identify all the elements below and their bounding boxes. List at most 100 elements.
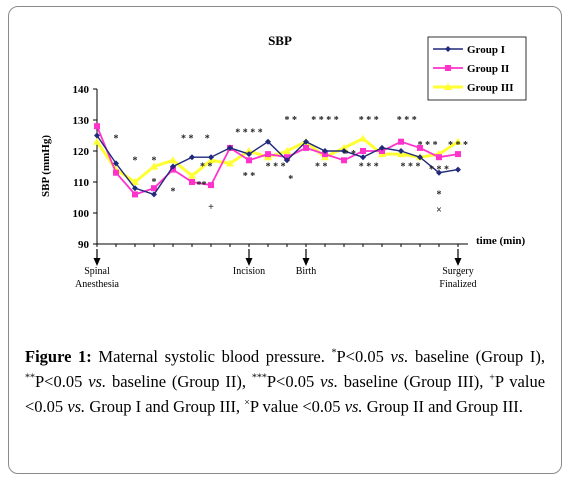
chart-title: SBP bbox=[268, 33, 292, 48]
data-point bbox=[284, 154, 290, 161]
caption-vs: vs. bbox=[344, 397, 363, 416]
data-point bbox=[455, 151, 461, 158]
data-point bbox=[132, 185, 138, 192]
significance-mark: + bbox=[208, 202, 214, 213]
data-point bbox=[445, 46, 451, 52]
caption-text: Group II and Group III. bbox=[362, 397, 523, 416]
data-point bbox=[322, 148, 328, 154]
data-point bbox=[341, 148, 347, 154]
caption-sup: × bbox=[244, 397, 250, 409]
significance-mark: * * * bbox=[448, 140, 468, 151]
caption-vs: vs. bbox=[320, 372, 338, 391]
data-point bbox=[208, 154, 214, 161]
series-line bbox=[96, 135, 459, 196]
event-label: Birth bbox=[296, 266, 317, 277]
significance-mark: * bbox=[152, 155, 157, 166]
data-point bbox=[360, 148, 366, 154]
chart-legend: Group I Group II Group III bbox=[427, 36, 527, 101]
data-point bbox=[113, 169, 119, 176]
event-arrow-head bbox=[302, 258, 310, 266]
significance-mark: * bbox=[133, 155, 138, 166]
significance-mark: * bbox=[114, 134, 119, 145]
caption-text: Group I and Group III, bbox=[85, 397, 245, 416]
legend-label: Group II bbox=[467, 63, 509, 75]
data-point bbox=[454, 137, 462, 145]
caption-text: P value <0.05 bbox=[249, 397, 345, 416]
significance-mark: * * * bbox=[266, 162, 286, 173]
data-point bbox=[444, 83, 452, 90]
event-label: Anesthesia bbox=[75, 279, 119, 290]
caption-text: P<0.05 bbox=[35, 372, 89, 391]
event-label: Surgery bbox=[442, 266, 473, 277]
data-point bbox=[359, 134, 367, 142]
figure-caption: Figure 1: Maternal systolic blood pressu… bbox=[25, 344, 545, 419]
series-line bbox=[96, 125, 459, 196]
significance-mark: * bbox=[437, 189, 442, 200]
sbp-line-chart: SBP 90 100 110 120 130 140 SBP (mmHg) time (min)… bbox=[40, 33, 527, 290]
significance-mark: * * * bbox=[359, 115, 379, 126]
significance-mark: * * * * bbox=[311, 115, 339, 126]
data-point bbox=[303, 144, 309, 151]
significance-mark: * * bbox=[243, 171, 256, 182]
data-point bbox=[169, 156, 177, 164]
significance-mark: × bbox=[436, 205, 442, 216]
significance-mark: ** bbox=[197, 180, 207, 191]
legend-label: Group III bbox=[467, 82, 514, 94]
significance-mark: * bbox=[171, 186, 176, 197]
significance-mark: * * * bbox=[359, 162, 379, 173]
significance-mark: * bbox=[205, 134, 210, 145]
data-point bbox=[436, 169, 442, 176]
data-point bbox=[340, 143, 348, 151]
data-point bbox=[188, 171, 196, 179]
series-group-iii bbox=[93, 134, 462, 185]
event-arrow-head bbox=[454, 258, 462, 266]
data-point bbox=[398, 138, 404, 145]
y-tick-label: 120 bbox=[73, 146, 90, 158]
y-tick-label: 130 bbox=[73, 115, 90, 127]
significance-mark: * * bbox=[285, 115, 298, 126]
data-point bbox=[150, 162, 158, 170]
y-axis-label: SBP (mmHg) bbox=[40, 135, 52, 197]
legend-label: Group I bbox=[467, 44, 505, 56]
caption-text: P<0.05 bbox=[266, 372, 321, 391]
significance-mark: * * bbox=[315, 162, 328, 173]
caption-sup: *** bbox=[251, 372, 267, 384]
caption-vs: vs. bbox=[88, 372, 107, 391]
data-point bbox=[455, 166, 461, 173]
chart-annotations: ** **** * ** ***+* * * ** ** * ** *** * * … bbox=[114, 115, 469, 216]
significance-mark: * * * bbox=[401, 162, 421, 173]
series-line bbox=[95, 136, 459, 184]
data-point bbox=[131, 178, 139, 185]
caption-text: P<0.05 bbox=[336, 347, 391, 366]
significance-mark: * * bbox=[181, 134, 194, 145]
data-point bbox=[94, 132, 100, 139]
y-tick-label: 100 bbox=[73, 208, 90, 220]
data-point bbox=[132, 191, 138, 198]
event-arrow-head bbox=[245, 258, 253, 266]
data-point bbox=[113, 160, 119, 167]
data-point bbox=[151, 191, 157, 198]
caption-text: baseline (Group III), bbox=[337, 372, 490, 391]
significance-mark: * * bbox=[200, 162, 213, 173]
data-point bbox=[189, 179, 195, 185]
data-point bbox=[151, 185, 157, 192]
significance-mark: * * * bbox=[429, 165, 449, 176]
data-point bbox=[246, 157, 252, 164]
event-arrow-head bbox=[93, 258, 101, 266]
data-point bbox=[170, 163, 176, 170]
significance-mark: * * * * bbox=[235, 127, 263, 138]
chart-series bbox=[93, 123, 462, 198]
significance-mark: * bbox=[152, 177, 157, 188]
caption-vs: vs. bbox=[67, 397, 86, 416]
data-point bbox=[170, 166, 176, 173]
data-point bbox=[227, 144, 233, 151]
data-point bbox=[265, 138, 271, 145]
caption-text: baseline (Group I), bbox=[408, 347, 545, 366]
data-point bbox=[379, 144, 385, 151]
data-point bbox=[265, 151, 271, 158]
data-point bbox=[341, 157, 347, 164]
caption-text: P value <0.05 bbox=[25, 372, 546, 416]
data-point bbox=[93, 137, 101, 145]
caption-sup: + bbox=[489, 372, 495, 384]
data-point bbox=[303, 138, 309, 145]
